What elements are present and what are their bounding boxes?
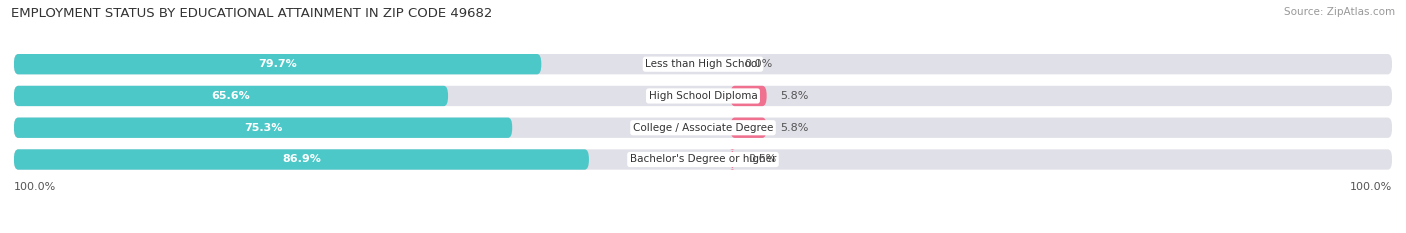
Text: Bachelor's Degree or higher: Bachelor's Degree or higher [630, 154, 776, 164]
Text: 5.8%: 5.8% [780, 91, 808, 101]
Text: 100.0%: 100.0% [1350, 182, 1392, 192]
FancyBboxPatch shape [14, 149, 1392, 170]
Text: 79.7%: 79.7% [259, 59, 297, 69]
FancyBboxPatch shape [14, 86, 449, 106]
FancyBboxPatch shape [14, 118, 512, 138]
FancyBboxPatch shape [14, 86, 1392, 106]
Text: 100.0%: 100.0% [14, 182, 56, 192]
Text: EMPLOYMENT STATUS BY EDUCATIONAL ATTAINMENT IN ZIP CODE 49682: EMPLOYMENT STATUS BY EDUCATIONAL ATTAINM… [11, 7, 492, 20]
Text: College / Associate Degree: College / Associate Degree [633, 123, 773, 133]
Text: 65.6%: 65.6% [212, 91, 250, 101]
FancyBboxPatch shape [14, 54, 541, 74]
Text: 75.3%: 75.3% [243, 123, 283, 133]
Text: Source: ZipAtlas.com: Source: ZipAtlas.com [1284, 7, 1395, 17]
Text: 5.8%: 5.8% [780, 123, 808, 133]
Text: 0.6%: 0.6% [748, 154, 776, 164]
Text: 86.9%: 86.9% [283, 154, 321, 164]
Text: 0.0%: 0.0% [744, 59, 772, 69]
FancyBboxPatch shape [14, 54, 1392, 74]
FancyBboxPatch shape [14, 149, 589, 170]
FancyBboxPatch shape [730, 149, 735, 170]
Text: Less than High School: Less than High School [645, 59, 761, 69]
Text: High School Diploma: High School Diploma [648, 91, 758, 101]
FancyBboxPatch shape [731, 118, 766, 138]
FancyBboxPatch shape [14, 118, 1392, 138]
FancyBboxPatch shape [731, 86, 766, 106]
